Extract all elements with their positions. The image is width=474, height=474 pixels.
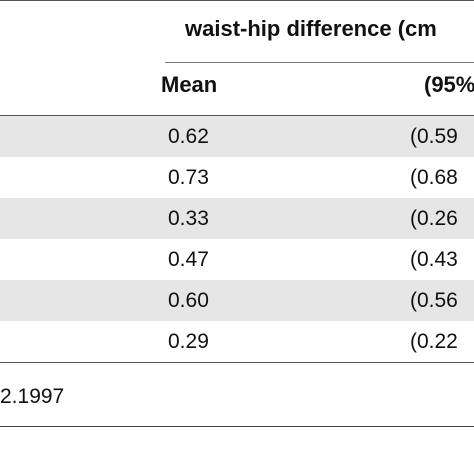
cell-mean: 0.33 bbox=[168, 207, 209, 230]
column-header-mean: Mean bbox=[161, 72, 218, 97]
table-footnote: 2.1997 bbox=[0, 385, 65, 408]
cell-ci: (0.22 bbox=[410, 330, 458, 353]
cell-mean: 0.29 bbox=[168, 330, 209, 353]
column-header-ci: (95% bbox=[424, 72, 474, 97]
table-row: 0.60 (0.56 bbox=[0, 280, 474, 321]
cell-mean: 0.62 bbox=[168, 125, 209, 148]
table-row: 0.73 (0.68 bbox=[0, 157, 474, 198]
table-row: 0.29 (0.22 bbox=[0, 321, 474, 362]
page-bottom-rule bbox=[0, 426, 474, 427]
table-row: 0.47 (0.43 bbox=[0, 239, 474, 280]
table-top-rule bbox=[0, 0, 474, 1]
cell-ci: (0.26 bbox=[410, 207, 458, 230]
cell-mean: 0.47 bbox=[168, 248, 209, 271]
cell-mean: 0.60 bbox=[168, 289, 209, 312]
table-row: 0.62 (0.59 bbox=[0, 116, 474, 157]
cell-ci: (0.68 bbox=[410, 166, 458, 189]
cell-ci: (0.59 bbox=[410, 125, 458, 148]
table-bottom-rule bbox=[0, 362, 474, 363]
group-header-rule bbox=[165, 62, 474, 63]
group-header: waist-hip difference (cm bbox=[185, 16, 437, 41]
table-row: 0.33 (0.26 bbox=[0, 198, 474, 239]
header-bottom-rule bbox=[0, 115, 474, 116]
cell-ci: (0.56 bbox=[410, 289, 458, 312]
cell-ci: (0.43 bbox=[410, 248, 458, 271]
cell-mean: 0.73 bbox=[168, 166, 209, 189]
